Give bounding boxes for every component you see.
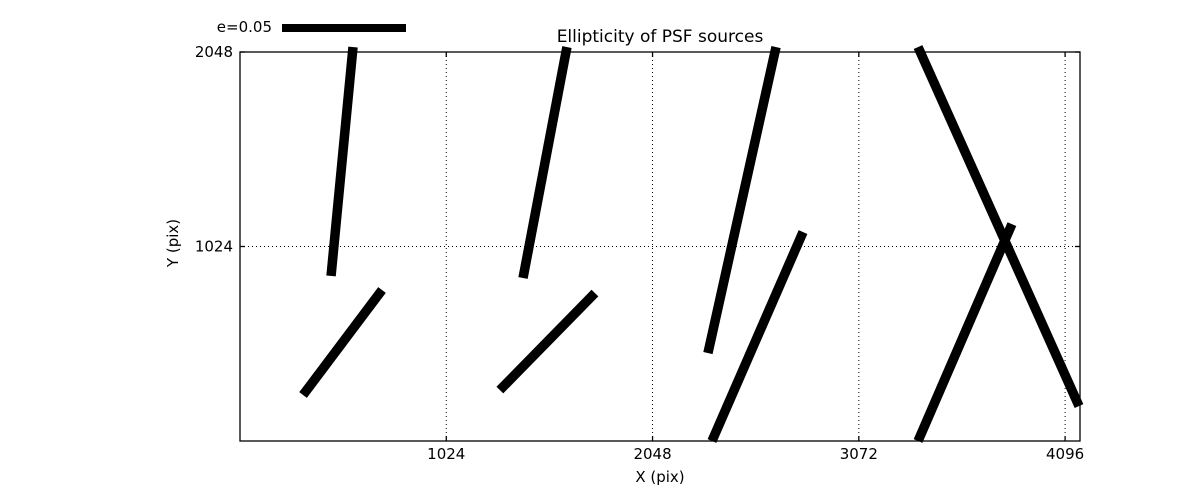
- psf-whisker: [518, 46, 572, 279]
- x-tick-labels: 1024 2048 3072 4096: [427, 445, 1084, 463]
- psf-whisker: [703, 46, 781, 355]
- psf-whisker: [326, 46, 358, 277]
- x-tick-label: 1024: [427, 445, 465, 463]
- x-tick-label: 4096: [1046, 445, 1084, 463]
- psf-whisker: [707, 230, 808, 443]
- grid-lines: [240, 51, 1080, 441]
- legend-scale-bar: [282, 24, 406, 32]
- y-tick-labels: 1024 2048: [195, 43, 233, 256]
- y-tick-label: 2048: [195, 43, 233, 61]
- psf-whisker: [913, 45, 1084, 408]
- psf-whisker: [913, 222, 1017, 443]
- y-tick-label: 1024: [195, 238, 233, 256]
- plot-title: Ellipticity of PSF sources: [557, 27, 764, 47]
- x-tick-label: 3072: [840, 445, 878, 463]
- psf-whisker-segments: [299, 45, 1084, 443]
- y-axis-label: Y (pix): [164, 219, 182, 268]
- legend-label: e=0.05: [217, 18, 272, 36]
- psf-whisker: [496, 289, 599, 394]
- psf-whisker: [299, 287, 386, 398]
- x-axis-label: X (pix): [635, 468, 684, 486]
- x-tick-label: 2048: [633, 445, 671, 463]
- axis-tick-marks: [240, 51, 1080, 441]
